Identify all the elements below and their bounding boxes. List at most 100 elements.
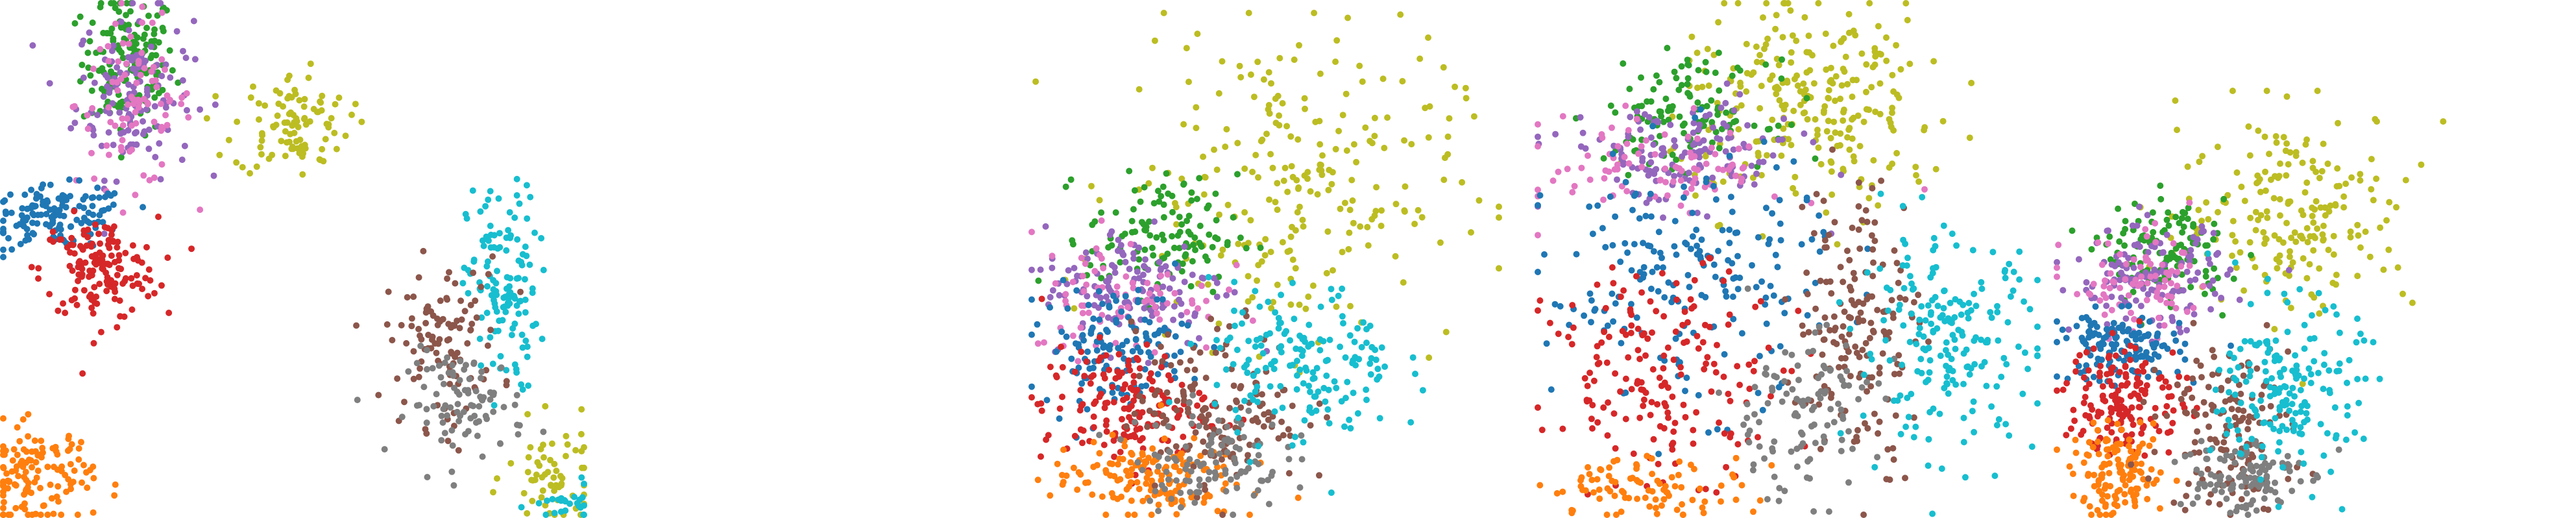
- scatter-point-panel3-cluster4: [1738, 179, 1745, 185]
- scatter-point-panel2-cluster4: [1153, 310, 1160, 317]
- scatter-point-panel1-cluster9: [430, 402, 437, 410]
- scatter-point-panel1-cluster3: [132, 191, 139, 199]
- scatter-point-panel2-cluster1: [1446, 115, 1453, 122]
- scatter-point-panel2-cluster10: [1308, 340, 1315, 347]
- scatter-point-panel1-cluster10: [90, 463, 97, 470]
- scatter-point-panel3-cluster2: [1681, 130, 1688, 137]
- scatter-point-panel3-cluster8: [1871, 238, 1878, 245]
- scatter-point-panel1-cluster3: [133, 79, 140, 86]
- scatter-point-panel3-cluster9: [1799, 440, 1806, 447]
- scatter-point-panel3-cluster5: [1636, 269, 1644, 276]
- scatter-point-panel3-cluster6: [1734, 363, 1741, 370]
- scatter-point-panel3-cluster6: [1636, 414, 1644, 421]
- scatter-point-panel4-cluster3: [2215, 250, 2222, 256]
- scatter-point-panel4-cluster1: [2286, 272, 2292, 279]
- scatter-point-panel2-cluster4: [1226, 286, 1232, 293]
- scatter-point-panel1-cluster4: [88, 194, 95, 201]
- scatter-point-panel1-cluster3: [132, 108, 139, 116]
- scatter-point-panel3-cluster10: [2002, 421, 2010, 428]
- scatter-point-panel1-cluster8: [433, 349, 440, 356]
- scatter-point-panel1-cluster12: [544, 497, 550, 504]
- scatter-point-panel3-cluster3: [1667, 121, 1674, 129]
- scatter-point-panel2-cluster1: [1468, 229, 1474, 236]
- scatter-point-panel3-cluster7: [1606, 464, 1613, 471]
- scatter-point-panel3-cluster1: [1743, 88, 1750, 95]
- scatter-point-panel2-cluster7: [1128, 451, 1136, 458]
- scatter-point-panel2-cluster8: [1226, 323, 1233, 330]
- scatter-point-panel2-cluster10: [1213, 382, 1221, 389]
- scatter-point-panel4-cluster1: [2326, 208, 2333, 215]
- scatter-point-panel2-cluster2: [1169, 233, 1176, 240]
- scatter-point-panel4-cluster3: [2115, 259, 2122, 266]
- scatter-point-panel3-cluster4: [1625, 127, 1632, 134]
- scatter-point-panel1-cluster4: [8, 246, 16, 253]
- scatter-point-panel1-cluster11: [564, 441, 571, 448]
- scatter-point-panel1-cluster2: [210, 172, 217, 179]
- scatter-point-panel2-cluster9: [1255, 460, 1262, 467]
- scatter-point-panel1-cluster6: [284, 139, 290, 146]
- scatter-point-panel3-cluster9: [1804, 396, 1812, 403]
- scatter-point-panel3-cluster2: [1664, 45, 1671, 51]
- scatter-point-panel1-cluster6: [291, 129, 298, 136]
- scatter-point-panel3-cluster1: [1921, 124, 1928, 131]
- scatter-point-panel4-cluster1: [2257, 212, 2265, 219]
- scatter-point-panel3-cluster8: [1865, 293, 1873, 300]
- scatter-point-panel4-cluster5: [2176, 349, 2183, 355]
- scatter-point-panel3-cluster5: [1864, 245, 1871, 253]
- scatter-point-panel4-cluster1: [2370, 197, 2377, 204]
- scatter-point-panel2-cluster4: [1156, 316, 1163, 323]
- scatter-point-panel3-cluster1: [1852, 32, 1859, 39]
- scatter-point-panel1-cluster2: [157, 176, 164, 183]
- scatter-point-panel2-cluster9: [1155, 508, 1162, 515]
- scatter-point-panel4-cluster1: [2246, 239, 2254, 246]
- scatter-point-panel3-cluster5: [1734, 286, 1742, 293]
- scatter-point-panel3-cluster6: [1660, 352, 1668, 359]
- scatter-point-panel2-cluster2: [1156, 198, 1163, 205]
- scatter-point-panel1-cluster9: [448, 468, 456, 475]
- scatter-point-panel3-cluster10: [1958, 311, 1965, 318]
- scatter-point-panel4-cluster1: [2285, 161, 2292, 168]
- scatter-point-panel3-cluster9: [1762, 370, 1769, 377]
- scatter-point-panel3-cluster10: [1941, 288, 1947, 295]
- scatter-point-panel4-cluster1: [2280, 134, 2287, 141]
- scatter-point-panel3-cluster4: [1712, 151, 1719, 158]
- scatter-point-panel3-cluster10: [1910, 285, 1917, 292]
- scatter-point-panel3-cluster8: [1876, 370, 1883, 377]
- scatter-point-panel1-cluster6: [253, 163, 260, 170]
- scatter-point-panel2-cluster10: [1287, 337, 1294, 344]
- scatter-point-panel1-cluster7: [511, 214, 518, 221]
- scatter-point-panel3-cluster1: [1788, 142, 1795, 149]
- scatter-point-panel3-cluster1: [1968, 79, 1975, 86]
- scatter-point-panel3-cluster1: [1721, 0, 1728, 6]
- scatter-point-panel4-cluster1: [2330, 232, 2337, 240]
- scatter-point-panel3-cluster6: [1654, 401, 1661, 408]
- scatter-point-panel3-cluster5: [1588, 319, 1594, 326]
- scatter-point-panel1-cluster3: [152, 77, 159, 84]
- scatter-point-panel1-cluster7: [522, 309, 529, 316]
- scatter-point-panel3-cluster2: [1638, 74, 1644, 81]
- scatter-point-panel3-cluster3: [1579, 129, 1586, 136]
- scatter-point-panel3-cluster5: [1604, 322, 1611, 329]
- scatter-point-panel3-cluster4: [1535, 143, 1541, 150]
- scatter-point-panel4-cluster1: [2373, 175, 2380, 182]
- scatter-point-panel3-cluster6: [1630, 450, 1637, 457]
- scatter-point-panel3-cluster10: [2002, 275, 2009, 282]
- scatter-point-panel3-cluster4: [1635, 150, 1642, 157]
- scatter-point-panel2-cluster10: [1409, 354, 1416, 361]
- scatter-point-panel2-cluster9: [1224, 423, 1231, 430]
- scatter-point-panel4-cluster1: [2205, 216, 2212, 223]
- scatter-point-panel3-cluster6: [1688, 305, 1695, 312]
- scatter-point-panel2-cluster5: [1064, 305, 1071, 312]
- scatter-point-panel3-cluster8: [1875, 430, 1882, 437]
- scatter-point-panel3-cluster6: [1660, 365, 1667, 372]
- scatter-point-panel4-cluster1: [2276, 173, 2283, 180]
- scatter-point-panel3-cluster6: [1755, 434, 1761, 441]
- scatter-point-panel2-cluster9: [1187, 468, 1195, 475]
- scatter-point-panel2-cluster2: [1191, 234, 1198, 241]
- scatter-point-panel2-cluster1: [1440, 177, 1448, 183]
- scatter-point-panel2-cluster1: [1402, 183, 1409, 190]
- scatter-point-panel2-cluster10: [1300, 380, 1307, 387]
- scatter-point-panel2-cluster2: [1132, 228, 1139, 235]
- scatter-point-panel3-cluster1: [1832, 97, 1838, 105]
- scatter-point-panel3-cluster4: [1701, 184, 1708, 191]
